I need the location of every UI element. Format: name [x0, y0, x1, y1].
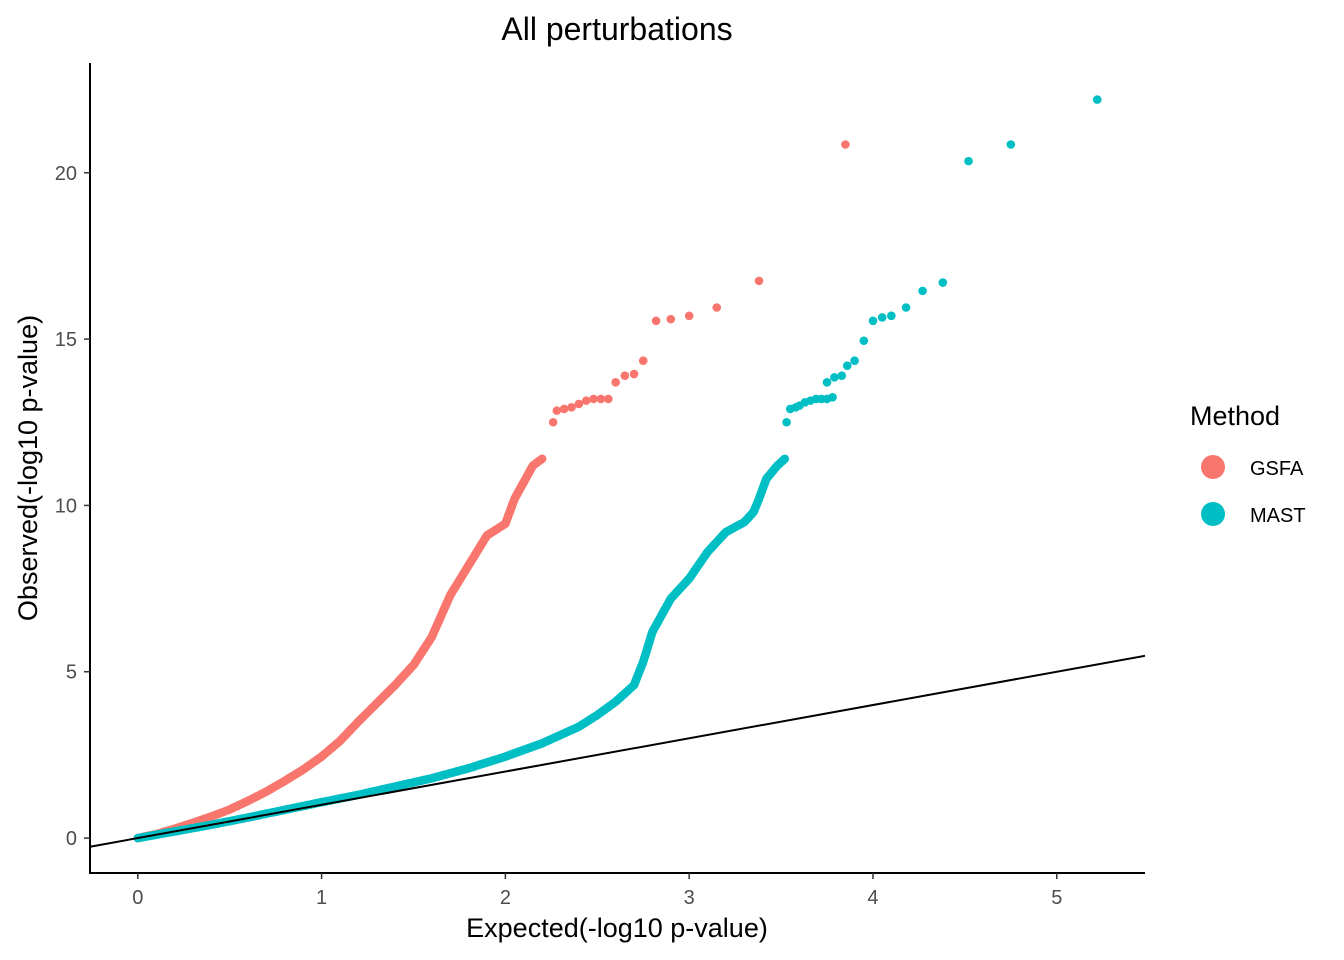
- data-point: [837, 371, 847, 380]
- data-point: [877, 313, 887, 322]
- data-point: [638, 356, 648, 366]
- data-point: [868, 316, 878, 326]
- y-axis-title: Observed(-log10 p-value): [13, 315, 43, 621]
- series-gsfa: [133, 140, 850, 843]
- data-point: [887, 311, 896, 321]
- legend-key-mast: [1201, 502, 1225, 526]
- x-tick-label: 5: [1051, 887, 1062, 909]
- data-point: [828, 393, 837, 402]
- data-point: [964, 156, 973, 166]
- data-point: [1006, 140, 1016, 149]
- data-point: [604, 394, 613, 404]
- y-tick-label: 20: [55, 163, 77, 185]
- data-point: [712, 303, 722, 312]
- data-point: [666, 314, 676, 324]
- data-point: [548, 417, 558, 427]
- data-point: [780, 454, 790, 464]
- y-tick-label: 10: [55, 495, 77, 517]
- data-point: [850, 356, 859, 366]
- legend-label-gsfa: GSFA: [1250, 458, 1304, 480]
- y-tick-label: 0: [66, 828, 77, 850]
- plot-points: [133, 95, 1102, 843]
- data-point: [559, 404, 569, 414]
- data-point: [684, 311, 694, 321]
- legend-key-gsfa: [1201, 455, 1225, 479]
- x-tick-label: 2: [500, 887, 511, 909]
- data-point: [754, 276, 764, 286]
- data-point: [574, 399, 584, 409]
- data-point: [589, 394, 598, 404]
- chart-title: All perturbations: [501, 11, 732, 47]
- x-axis-title: Expected(-log10 p-value): [466, 913, 768, 943]
- legend: Method GSFA MAST: [1190, 401, 1306, 527]
- data-point: [581, 396, 591, 405]
- legend-title: Method: [1190, 401, 1280, 431]
- data-point: [938, 278, 948, 287]
- data-point: [918, 286, 927, 296]
- x-axis-ticks: 0 1 2 3 4 5: [132, 873, 1062, 909]
- data-point: [611, 378, 620, 387]
- series-mast: [133, 95, 1102, 843]
- data-point: [651, 316, 661, 326]
- data-point: [830, 373, 839, 382]
- x-tick-label: 4: [867, 887, 878, 909]
- x-tick-label: 0: [132, 887, 143, 909]
- data-point: [629, 369, 639, 379]
- data-point: [620, 371, 630, 380]
- data-point: [596, 394, 606, 404]
- data-point: [859, 336, 869, 346]
- data-point: [842, 361, 852, 371]
- reference-line: [89, 654, 1146, 848]
- data-point: [567, 402, 576, 412]
- data-point: [782, 417, 791, 427]
- data-point: [552, 406, 562, 415]
- y-tick-label: 15: [55, 329, 77, 351]
- y-tick-label: 5: [66, 662, 77, 684]
- data-point: [822, 378, 832, 387]
- data-point: [841, 140, 850, 149]
- x-tick-label: 1: [316, 887, 327, 909]
- data-point: [537, 454, 547, 464]
- legend-label-mast: MAST: [1250, 505, 1306, 527]
- x-tick-label: 3: [684, 887, 695, 909]
- data-point: [1092, 95, 1102, 104]
- y-axis-ticks: 0 5 10 15 20: [55, 163, 90, 850]
- data-point: [901, 303, 911, 312]
